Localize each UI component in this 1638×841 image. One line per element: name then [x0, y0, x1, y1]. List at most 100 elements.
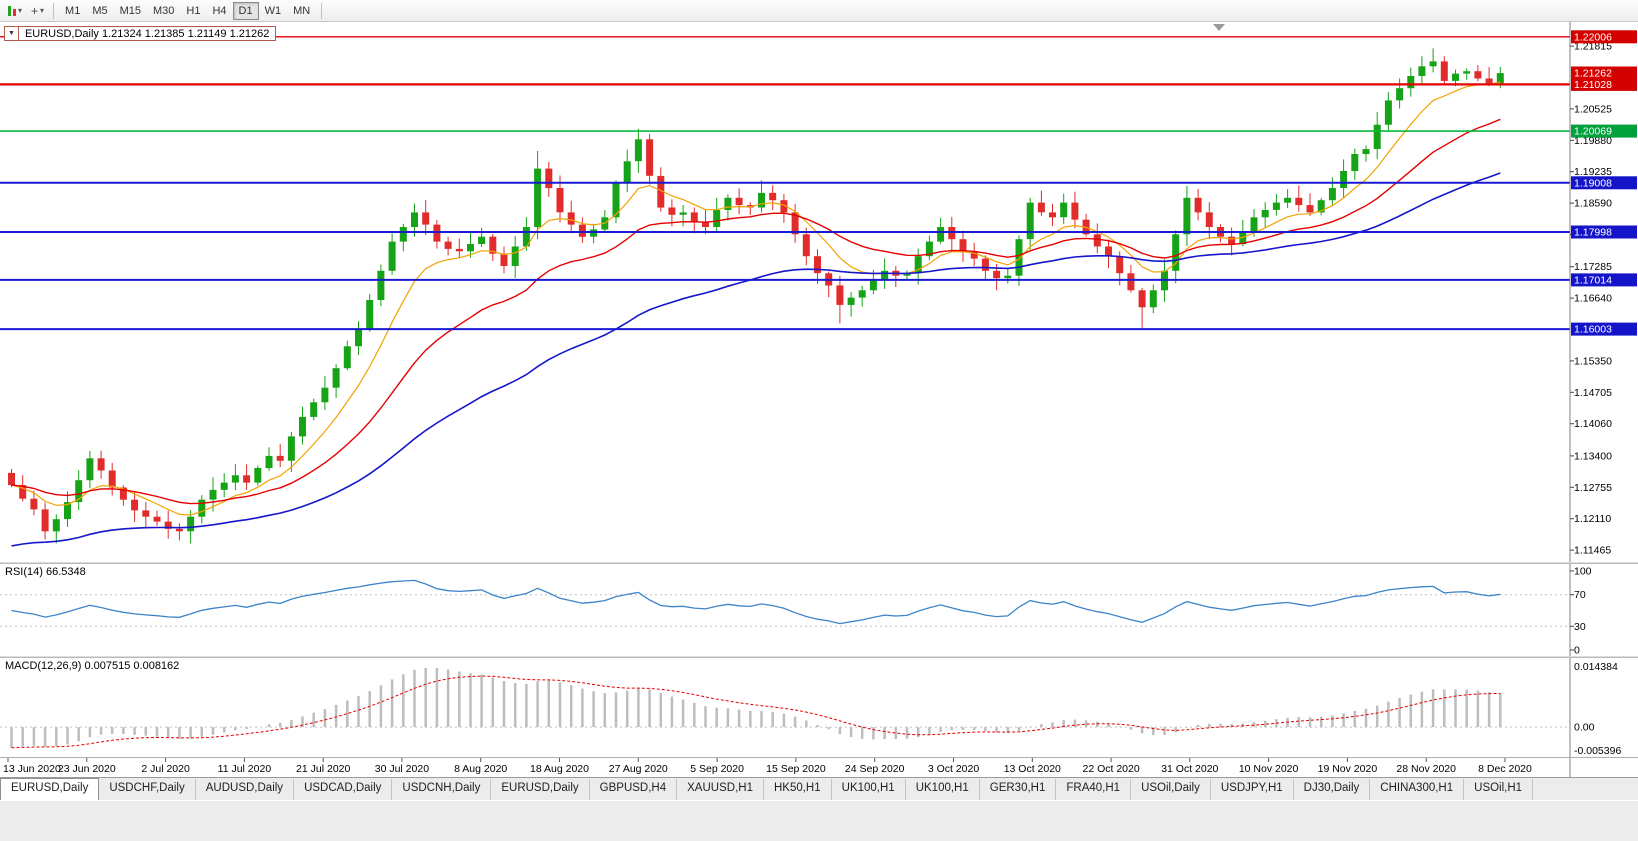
svg-text:21 Jul 2020: 21 Jul 2020 — [296, 763, 350, 775]
svg-text:11 Jul 2020: 11 Jul 2020 — [218, 763, 272, 775]
svg-text:1.21262: 1.21262 — [1574, 68, 1612, 80]
chart-tab[interactable]: EURUSD,Daily — [491, 779, 590, 800]
rsi-label: RSI(14) 66.5348 — [5, 566, 86, 578]
chart-title-box[interactable]: ▼ EURUSD,Daily 1.21324 1.21385 1.21149 1… — [4, 26, 277, 41]
svg-text:1.16640: 1.16640 — [1574, 293, 1612, 305]
chart-tab[interactable]: USDCAD,Daily — [294, 779, 393, 800]
statusbar-filler — [0, 800, 1638, 841]
timeframe-group: M1 M5 M15 M30 H1 H4 D1 W1 MN — [59, 1, 316, 20]
crosshair-glyph: + — [31, 3, 39, 18]
svg-text:1.14060: 1.14060 — [1574, 418, 1612, 430]
toolbar-separator — [53, 2, 55, 19]
timeframe-m1-button[interactable]: M1 — [59, 2, 86, 20]
svg-text:1.17014: 1.17014 — [1574, 274, 1612, 286]
candle-glyph — [13, 8, 16, 16]
chart-tab[interactable]: GER30,H1 — [980, 779, 1057, 800]
chart-tab[interactable]: USDJPY,H1 — [1211, 779, 1294, 800]
svg-text:1.14705: 1.14705 — [1574, 387, 1612, 399]
svg-text:1.19880: 1.19880 — [1574, 135, 1612, 147]
chevron-down-icon[interactable]: ▼ — [5, 27, 19, 40]
svg-text:27 Aug 2020: 27 Aug 2020 — [609, 763, 668, 775]
rsi-panel[interactable]: 100 70 30 0 RSI(14) 66.5348 — [0, 564, 1638, 656]
time-axis[interactable]: 13 Jun 2020 23 Jun 2020 2 Jul 2020 11 Jul 2… — [0, 757, 1638, 777]
svg-text:22 Oct 2020: 22 Oct 2020 — [1082, 763, 1139, 775]
timeframe-mn-button[interactable]: MN — [287, 2, 316, 20]
svg-text:30 Jul 2020: 30 Jul 2020 — [375, 763, 429, 775]
chart-tab[interactable]: FRA40,H1 — [1056, 779, 1132, 800]
svg-text:1.20525: 1.20525 — [1574, 103, 1612, 115]
candlestick-series — [8, 48, 1504, 544]
svg-text:19 Nov 2020: 19 Nov 2020 — [1318, 763, 1378, 775]
svg-text:-0.005396: -0.005396 — [1574, 745, 1621, 757]
chart-tab[interactable]: DJ30,Daily — [1294, 779, 1371, 800]
svg-text:5 Sep 2020: 5 Sep 2020 — [690, 763, 744, 775]
chart-tab[interactable]: UK100,H1 — [832, 779, 906, 800]
svg-text:1.11465: 1.11465 — [1574, 545, 1611, 557]
svg-text:3 Oct 2020: 3 Oct 2020 — [928, 763, 980, 775]
timeframe-h1-button[interactable]: H1 — [180, 2, 206, 20]
panel-separator[interactable] — [0, 656, 1638, 658]
ma-mid-line — [11, 118, 1501, 505]
ma-fast-line — [11, 81, 1501, 516]
panel-separator[interactable] — [0, 562, 1638, 564]
timeframe-w1-button[interactable]: W1 — [259, 2, 288, 20]
svg-text:28 Nov 2020: 28 Nov 2020 — [1396, 763, 1456, 775]
chart-tabbar: EURUSD,Daily USDCHF,Daily AUDUSD,Daily USDC… — [0, 777, 1638, 800]
svg-text:1.13400: 1.13400 — [1574, 450, 1612, 462]
chart-tab[interactable]: AUDUSD,Daily — [196, 779, 295, 800]
svg-text:13 Jun 2020: 13 Jun 2020 — [3, 763, 61, 775]
timeframe-h4-button[interactable]: H4 — [206, 2, 232, 20]
macd-label: MACD(12,26,9) 0.007515 0.008162 — [5, 660, 180, 672]
svg-text:1.18590: 1.18590 — [1574, 198, 1612, 210]
timeframe-m30-button[interactable]: M30 — [147, 2, 180, 20]
chevron-down-icon: ▾ — [18, 5, 23, 15]
toolbar-separator — [321, 2, 323, 19]
svg-text:23 Jun 2020: 23 Jun 2020 — [58, 763, 116, 775]
svg-text:18 Aug 2020: 18 Aug 2020 — [530, 763, 589, 775]
svg-text:24 Sep 2020: 24 Sep 2020 — [845, 763, 905, 775]
svg-text:1.16003: 1.16003 — [1574, 324, 1612, 336]
chart-title: EURUSD,Daily 1.21324 1.21385 1.21149 1.2… — [24, 27, 270, 40]
timeframe-m5-button[interactable]: M5 — [86, 2, 113, 20]
chart-type-icon[interactable]: ▾ — [4, 2, 26, 20]
rsi-chart-host[interactable]: 100 70 30 0 — [0, 564, 1638, 656]
svg-text:1.19008: 1.19008 — [1574, 177, 1612, 189]
svg-text:0: 0 — [1574, 645, 1580, 657]
main-chart-host[interactable]: 1.21815 1.20525 1.19880 1.19235 1.18590 1.179… — [0, 22, 1638, 562]
svg-text:1.15350: 1.15350 — [1574, 355, 1612, 367]
macd-signal-line — [11, 675, 1501, 749]
chart-tab[interactable]: UK100,H1 — [906, 779, 980, 800]
svg-text:1.21028: 1.21028 — [1574, 79, 1612, 91]
macd-panel[interactable]: 0.014384 0.00 -0.005396 MACD(12,26,9) 0.00… — [0, 658, 1638, 757]
svg-text:70: 70 — [1574, 589, 1586, 601]
chart-tab[interactable]: HK50,H1 — [764, 779, 832, 800]
svg-text:8 Dec 2020: 8 Dec 2020 — [1478, 763, 1532, 775]
svg-text:1.17285: 1.17285 — [1574, 261, 1612, 273]
chart-tab[interactable]: USDCHF,Daily — [99, 779, 196, 800]
chevron-down-icon: ▾ — [40, 5, 45, 15]
svg-text:31 Oct 2020: 31 Oct 2020 — [1161, 763, 1218, 775]
chart-tab[interactable]: EURUSD,Daily — [0, 778, 100, 800]
chart-tab[interactable]: USOil,H1 — [1464, 779, 1534, 800]
chart-tab[interactable]: XAUUSD,H1 — [677, 779, 764, 800]
chart-tab[interactable]: USOil,Daily — [1131, 779, 1211, 800]
rsi-line — [11, 579, 1501, 625]
chart-tab[interactable]: GBPUSD,H4 — [590, 779, 678, 800]
svg-text:2 Jul 2020: 2 Jul 2020 — [141, 763, 190, 775]
svg-text:10 Nov 2020: 10 Nov 2020 — [1239, 763, 1299, 775]
svg-text:1.19235: 1.19235 — [1574, 166, 1612, 178]
svg-text:30: 30 — [1574, 621, 1586, 633]
chart-tab[interactable]: USDCNH,Daily — [392, 779, 492, 800]
svg-text:1.21815: 1.21815 — [1574, 41, 1612, 53]
crosshair-icon[interactable]: + ▾ — [27, 2, 48, 20]
main-chart-panel[interactable]: 1.21815 1.20525 1.19880 1.19235 1.18590 1.179… — [0, 22, 1638, 562]
timeframe-m15-button[interactable]: M15 — [114, 2, 147, 20]
chart-tab[interactable]: CHINA300,H1 — [1370, 779, 1465, 800]
svg-text:13 Oct 2020: 13 Oct 2020 — [1004, 763, 1061, 775]
svg-text:8 Aug 2020: 8 Aug 2020 — [454, 763, 507, 775]
candle-glyph — [8, 5, 11, 16]
ma-slow-line — [11, 172, 1501, 547]
timeframe-d1-button[interactable]: D1 — [232, 1, 259, 20]
macd-chart-host[interactable]: 0.014384 0.00 -0.005396 — [0, 658, 1638, 757]
